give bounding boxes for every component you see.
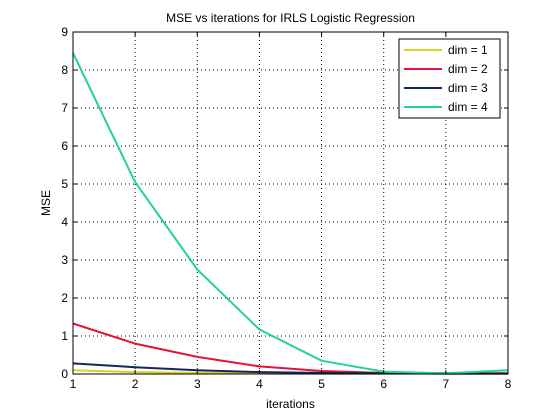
y-axis-label: MSE	[39, 190, 53, 216]
y-tick-label: 6	[61, 139, 68, 153]
y-tick-label: 8	[61, 63, 68, 77]
x-tick-label: 1	[70, 377, 77, 391]
y-tick-label: 5	[61, 177, 68, 191]
series-line-dim-4	[72, 52, 509, 375]
y-tick-label: 0	[61, 367, 68, 381]
chart-title: MSE vs iterations for IRLS Logistic Regr…	[166, 11, 415, 25]
legend-label: dim = 4	[448, 100, 488, 114]
y-tick-label: 2	[61, 291, 68, 305]
y-tick-label: 9	[61, 25, 68, 39]
x-axis-label: iterations	[266, 397, 315, 411]
legend: dim = 1 dim = 2 dim = 3 dim = 4	[398, 38, 501, 119]
x-tick-label: 5	[318, 377, 325, 391]
grid-lines	[73, 32, 508, 374]
x-tick-label: 3	[194, 377, 201, 391]
x-tick-label: 6	[380, 377, 387, 391]
x-tick-label: 7	[443, 377, 450, 391]
x-tick-label: 4	[256, 377, 263, 391]
y-tick-label: 1	[61, 329, 68, 343]
legend-box	[398, 38, 501, 119]
y-tick-label: 3	[61, 253, 68, 267]
y-tick-label: 7	[61, 101, 68, 115]
legend-label: dim = 3	[448, 81, 488, 95]
legend-label: dim = 1	[448, 43, 488, 57]
legend-label: dim = 2	[448, 62, 488, 76]
x-tick-label: 8	[505, 377, 512, 391]
x-tick-label: 2	[132, 377, 139, 391]
y-tick-label: 4	[61, 215, 68, 229]
plot-frame	[72, 31, 509, 375]
